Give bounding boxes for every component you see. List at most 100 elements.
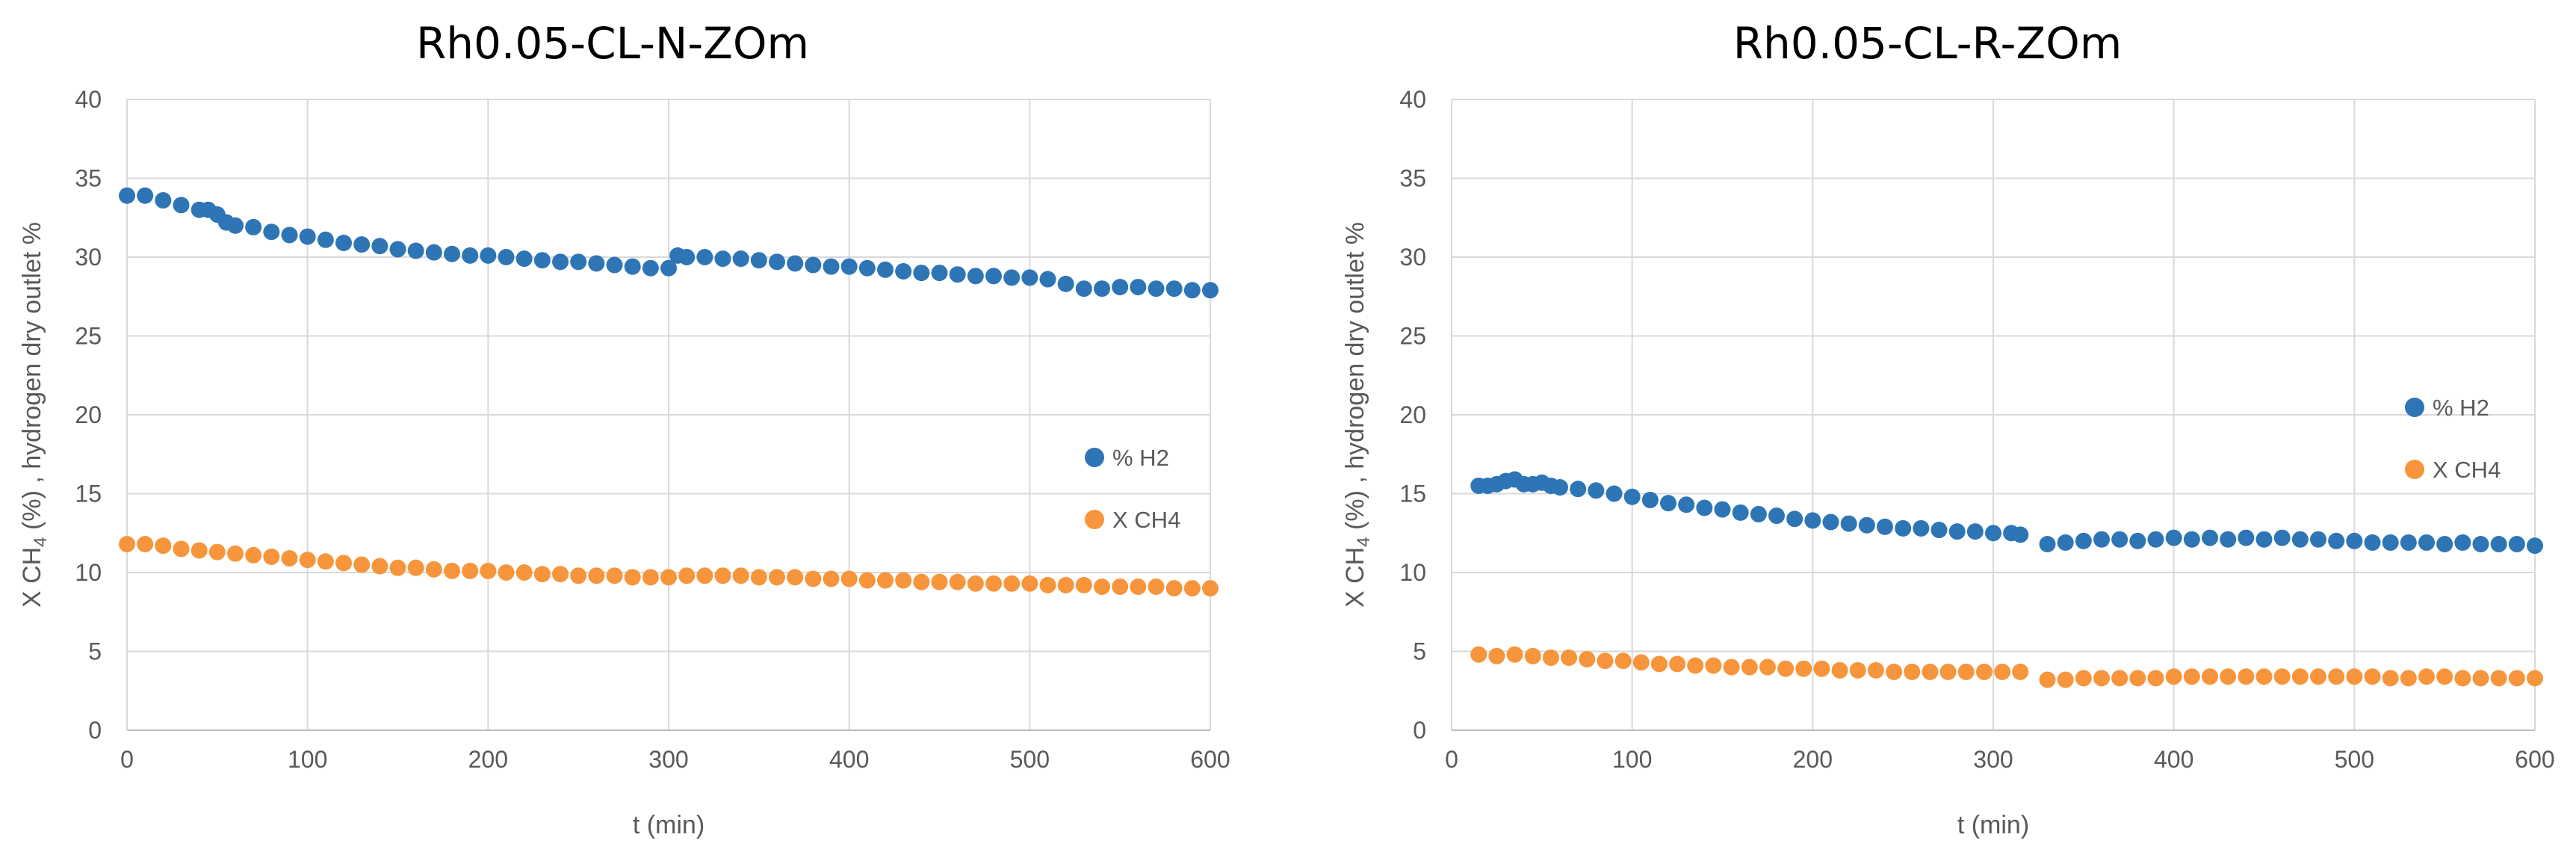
data-point [353,236,371,253]
data-point [515,564,533,581]
y-axis-title-part: X CH [1341,547,1369,608]
data-point [895,572,912,589]
data-point [678,249,696,265]
data-point [1750,505,1767,522]
data-point [2039,536,2056,553]
data-point [1714,501,1731,518]
y-tick-label: 0 [1413,717,1426,744]
data-point [2527,670,2543,687]
data-point [498,564,515,581]
data-point [2472,536,2489,553]
data-point [1840,515,1857,532]
data-point [2328,532,2345,549]
y-tick-label: 10 [75,559,102,586]
data-point [281,226,298,244]
y-axis-title: X CH4 (%) , hydrogen dry outlet % [1341,222,1374,608]
data-point [371,558,388,575]
data-point [155,192,172,209]
data-point [696,249,713,265]
data-point [1183,282,1201,299]
data-point [515,250,533,268]
data-point [2436,536,2453,553]
data-point [1660,495,1676,512]
data-point [2220,531,2237,548]
data-point [1112,578,1129,595]
legend-marker [1085,510,1104,529]
data-point [1687,657,1704,674]
data-point [787,255,804,272]
data-point [1614,652,1632,670]
series--h2 [1470,471,2543,555]
data-point [2436,668,2453,685]
data-point [1705,657,1722,674]
x-tick-label: 600 [1190,746,1230,773]
data-point [1913,519,1930,537]
y-tick-label: 20 [75,401,102,428]
data-point [1886,663,1903,680]
data-point [480,247,497,264]
data-point [2057,671,2074,688]
data-point [263,223,280,241]
data-point [2418,534,2435,551]
data-point [2093,670,2110,687]
x-axis-title: t (min) [1957,811,2029,839]
series-x-ch4 [1470,646,2543,688]
data-point [2238,529,2255,546]
legend-marker [2405,460,2424,479]
data-point [949,573,966,590]
data-point [137,536,154,553]
data-point [823,258,840,275]
legend-label: X CH4 [2433,457,2501,483]
data-point [606,256,623,274]
data-point [2147,531,2164,548]
data-point [119,187,135,204]
data-point [1931,522,1948,539]
y-tick-label: 15 [75,481,102,507]
data-point [371,238,388,255]
series-x-ch4 [119,536,1219,597]
data-point [2273,529,2291,546]
data-point [840,258,858,275]
y-axis-title-part: (%) , hydrogen dry outlet % [1341,222,1369,537]
data-point [407,242,424,259]
data-point [2202,529,2218,546]
data-point [498,249,515,265]
data-point [967,268,984,285]
y-tick-label: 40 [75,86,102,113]
data-point [299,552,316,569]
data-point [2364,668,2381,685]
data-point [155,537,172,555]
data-point [858,572,876,589]
data-point [1057,576,1074,593]
data-point [913,265,930,282]
data-point [137,187,154,204]
data-point [533,566,551,583]
data-point [1579,651,1596,668]
data-point [299,228,316,245]
data-point [2057,534,2074,551]
legend-label: % H2 [1112,445,1169,471]
data-point [823,570,840,587]
y-axis-title-part: (%) , hydrogen dry outlet % [18,222,46,537]
x-tick-label: 100 [288,746,327,773]
data-point [1867,661,1884,679]
data-point [750,252,767,269]
data-point [967,575,984,592]
x-tick-label: 500 [2335,746,2374,773]
data-point [335,555,352,572]
data-point [2165,529,2182,546]
data-point [1112,279,1129,296]
data-point [1895,519,1912,537]
data-point [462,562,479,579]
data-point [1678,496,1695,513]
data-point [787,569,804,586]
data-point [877,572,894,589]
data-point [1570,481,1587,498]
data-point [2255,668,2273,685]
data-point [985,268,1002,285]
data-point [1641,491,1659,508]
data-point [2012,663,2029,680]
data-point [2454,670,2471,687]
data-point [1588,482,1605,499]
data-point [2093,531,2110,548]
